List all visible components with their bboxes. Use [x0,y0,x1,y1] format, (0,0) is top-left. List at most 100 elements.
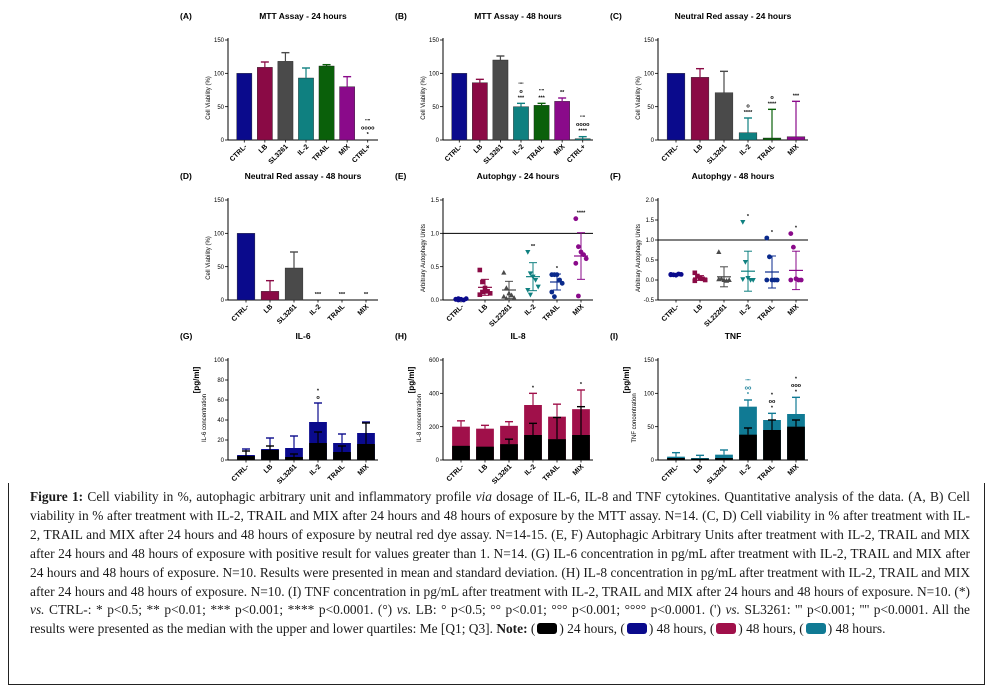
y-tick-label: 0.0 [431,298,440,304]
caption-text-1: Cell viability in %, autophagic arbitrar… [83,489,476,504]
x-tick-label-il-2: IL-2 [739,303,753,317]
significance-marker: o [746,104,750,110]
data-point [557,277,562,283]
bar-lb [260,291,280,301]
y-tick-label: 100 [644,72,655,78]
panel-label: (B) [395,11,407,21]
panel-d: (D) Neutral Red assay - 48 hours Cell Viab… [180,170,395,330]
panel-label: (C) [610,11,622,21]
bar-24h-sl3261 [285,457,303,460]
panel-label: (A) [180,11,192,21]
y-axis-unit: [pg/ml] [622,366,631,393]
data-point [692,270,698,276]
data-point [533,278,539,283]
caption-figure-label: Figure 1: [30,489,84,504]
chart-title: MTT Assay - 48 hours [474,11,562,21]
panel-label: (D) [180,171,192,181]
caption-vs-2: vs. [396,602,412,618]
chart-title: TNF [725,331,742,341]
data-point [798,277,804,283]
y-tick-label: 0 [436,138,440,144]
significance-marker: * [771,392,774,398]
bar-24h-ctrl [237,456,255,460]
y-tick-label: 50 [647,425,654,431]
significance-marker: oo [745,386,752,392]
x-tick-label-il-2: IL-2 [309,463,323,477]
panel-f: (F) Autophgy - 48 hours Arbitrary Autophag… [610,170,825,330]
y-tick-label: 200 [429,425,440,431]
bar-lb [472,82,488,141]
x-tick-label-ctrl: CTRL+ [351,143,372,164]
x-tick-label-mix: MIX [357,463,371,477]
x-tick-label-lb: LB [478,463,490,475]
y-tick-label: 0 [221,458,225,464]
significance-marker: '''' [518,82,524,88]
data-point [576,244,581,250]
caption-vs-1: vs. [30,602,45,618]
x-tick-label-mix: MIX [357,303,371,317]
y-tick-label: -0.5 [644,298,655,304]
data-point [552,294,557,300]
panel-h: (H) IL-8 IL-8 concentration [pg/ml] 0 200 400 6… [395,330,610,490]
data-point [726,277,732,282]
data-point [716,276,722,282]
y-tick-label: 80 [217,378,224,384]
bar-24h-mix [357,444,375,460]
data-point [788,231,794,236]
chart-title: Neutral Red assay - 48 hours [245,171,362,181]
figure-panels: (A) MTT Assay - 24 hours Cell Viability (%… [8,6,986,486]
bar-il-2 [738,132,758,141]
y-tick-label: 0 [221,138,225,144]
x-tick-label-ctrl: CTRL- [231,463,251,483]
y-tick-label: 600 [429,358,440,364]
y-tick-label: 150 [644,358,655,364]
y-axis-unit: [pg/ml] [407,366,416,393]
bar-ctrl [666,73,686,141]
y-tick-label: 150 [644,38,655,44]
data-point [573,216,579,222]
data-point [788,277,794,283]
significance-marker: **** [578,129,587,135]
y-tick-label: 1.0 [431,232,440,238]
x-tick-label-mix: MIX [338,143,352,157]
legend-label-48h-red: ) 48 hours, [738,621,796,637]
x-tick-label-lb: LB [693,143,705,155]
x-tick-label-trail: TRAIL [311,143,331,163]
x-tick-label-trail: TRAIL [542,463,562,483]
panel-label: (F) [610,171,621,181]
caption-note-label: Note: [496,621,528,637]
bar-trail [762,137,782,141]
chart-tnf: (I) TNF TNF concentration[pg/ml] 0 50 100 150 C… [610,331,808,486]
data-point [702,277,708,283]
x-tick-label-mix: MIX [787,463,801,477]
significance-marker: *** [315,292,322,298]
bar-mix [554,101,570,141]
x-tick-label-trail: TRAIL [757,463,777,483]
x-tick-label-ctrl: CTRL- [229,143,249,163]
data-point [716,249,722,254]
legend-swatch-48h-blue [626,623,647,635]
bar-sl3261 [714,92,734,141]
y-tick-label: 0 [651,138,655,144]
data-point [480,279,485,285]
significance-marker: * [532,385,535,391]
y-tick-label: 1.5 [646,218,655,224]
x-tick-label-il-2: IL-2 [512,143,526,157]
chart-autophagy-48h: (F) Autophgy - 48 hours Arbitrary Autophag… [610,171,808,329]
significance-marker: **** [577,211,586,217]
significance-marker: * [580,382,583,388]
data-point [485,289,490,294]
significance-marker: ** [560,90,565,96]
significance-marker: * [317,389,320,395]
panel-i: (I) TNF TNF concentration [pg/ml] 0 50 100 150 C… [610,330,825,490]
data-point [527,271,533,277]
y-axis-unit: [pg/ml] [192,366,201,393]
bar-24h-il-2 [309,443,327,460]
data-point [549,289,555,295]
significance-marker: '''' [745,379,751,385]
y-tick-label: 50 [217,265,224,271]
chart-autophagy-24h: (E) Autophgy - 24 hours Arbitrary Autophag… [395,171,593,329]
bar-24h-sl3261 [500,444,518,460]
caption-via: via [475,489,492,504]
bar-24h-il-2 [739,434,757,460]
